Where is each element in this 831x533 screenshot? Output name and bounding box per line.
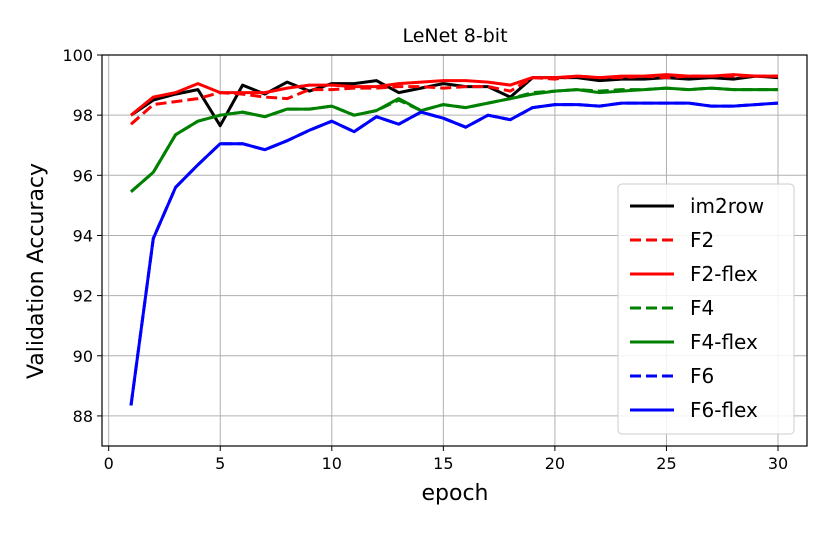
x-tick-label: 25 — [656, 454, 676, 473]
y-tick-label: 92 — [73, 287, 93, 306]
plot-frame — [101, 54, 808, 447]
series-im2row-line — [130, 74, 779, 128]
legend-box — [617, 183, 795, 435]
x-tick-label: 30 — [768, 454, 788, 473]
chart-title: LeNet 8-bit — [402, 25, 507, 47]
series-f2-flex-line — [130, 73, 778, 117]
legend-label: im2row — [690, 194, 764, 218]
x-tick-label: 15 — [433, 454, 453, 473]
series-layer — [129, 73, 779, 406]
x-axis-label: epoch — [422, 481, 489, 506]
x-tick-label: 10 — [322, 454, 342, 473]
x-tick-label: 5 — [215, 454, 225, 473]
axis-ticks: 0 5 10 15 20 25 30 88 90 92 94 96 98 100 — [62, 46, 788, 473]
x-tick-label: 20 — [545, 454, 565, 473]
y-tick-label: 88 — [73, 407, 93, 426]
legend: im2row F2 F2-flex F4 F4-flex F6 F6-flex — [617, 183, 795, 435]
y-axis-label: Validation Accuracy — [24, 163, 49, 379]
y-tick-label: 98 — [73, 106, 93, 125]
legend-label: F6-flex — [690, 398, 758, 422]
legend-label: F2-flex — [690, 262, 758, 286]
legend-label: F2 — [690, 228, 714, 252]
series-f4-flex-line — [130, 86, 778, 193]
y-tick-label: 90 — [73, 347, 93, 366]
y-tick-label: 100 — [62, 46, 93, 65]
x-tick-label: 0 — [104, 454, 114, 473]
legend-label: F4 — [690, 296, 714, 320]
y-tick-label: 96 — [73, 166, 93, 185]
legend-label: F4-flex — [690, 330, 758, 354]
series-f2-line — [130, 74, 778, 126]
series-f6-flex-line — [129, 101, 779, 406]
legend-label: F6 — [690, 364, 714, 388]
y-tick-label: 94 — [73, 226, 93, 245]
